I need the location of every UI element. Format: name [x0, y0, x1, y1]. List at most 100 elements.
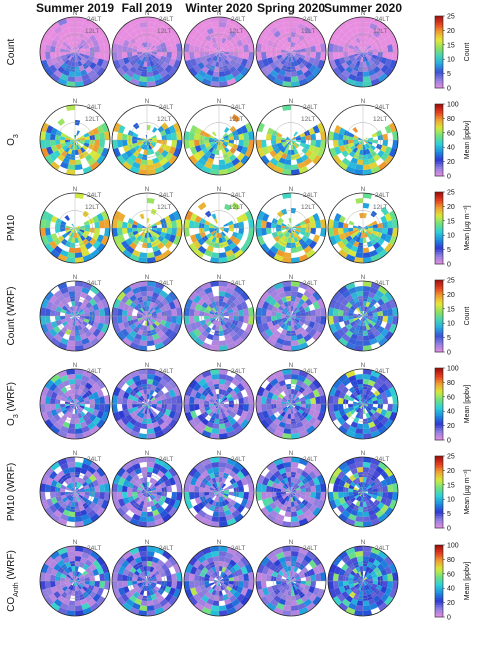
bin — [185, 386, 194, 397]
bin — [276, 337, 285, 345]
bin — [308, 57, 316, 65]
bin — [319, 140, 326, 150]
bin — [367, 47, 373, 51]
bin — [282, 494, 288, 500]
bin — [67, 374, 75, 380]
bin — [337, 294, 346, 304]
bin — [221, 301, 227, 308]
row: PM10 (WRF)N24LTN24LTN24LTN24LTN24LT05101… — [6, 450, 471, 533]
bin — [276, 136, 282, 140]
bin — [286, 316, 291, 318]
bin — [269, 474, 277, 482]
bin — [219, 501, 223, 508]
bin — [77, 500, 83, 507]
bin — [79, 49, 85, 52]
bin — [159, 157, 169, 166]
bin — [147, 140, 152, 142]
bin — [82, 233, 88, 239]
lt-label: 12LT — [157, 204, 171, 211]
bin — [247, 482, 254, 492]
bin — [70, 232, 74, 238]
bin — [72, 394, 75, 400]
bin — [240, 213, 248, 222]
bin — [371, 406, 378, 412]
bin — [363, 237, 367, 243]
bin — [283, 143, 289, 149]
bin — [147, 71, 154, 77]
bin — [57, 595, 65, 603]
lt-label: 24LT — [159, 192, 173, 199]
bin — [129, 330, 137, 338]
colorbar-step — [435, 173, 443, 177]
bin — [75, 71, 82, 77]
bin — [333, 220, 339, 228]
bin — [333, 396, 339, 404]
bin — [50, 397, 56, 404]
bin — [219, 374, 227, 380]
bin — [89, 150, 97, 158]
bin — [261, 492, 267, 500]
bin — [212, 511, 219, 517]
bin — [96, 27, 106, 37]
colorbar-step — [435, 76, 443, 79]
bin — [53, 245, 63, 254]
bin — [65, 141, 71, 145]
bin — [185, 499, 194, 510]
bin — [348, 249, 357, 257]
north-label: N — [289, 450, 294, 457]
bin — [161, 298, 169, 306]
bin — [286, 225, 291, 228]
bin — [310, 397, 316, 404]
colorbar-step — [435, 106, 443, 110]
bin — [77, 324, 83, 331]
bin — [41, 323, 50, 334]
bin — [365, 143, 371, 149]
bin — [370, 429, 381, 438]
bin — [197, 386, 205, 394]
colorbar-step — [435, 42, 443, 46]
bin — [236, 145, 244, 153]
colorbar-step — [435, 318, 443, 322]
bin — [75, 228, 80, 230]
bin — [75, 578, 80, 581]
bin — [142, 48, 147, 52]
bin — [231, 333, 241, 342]
bin — [247, 130, 254, 140]
colorbar-step — [435, 518, 443, 522]
bin — [147, 516, 155, 522]
bin — [60, 375, 69, 383]
bin — [358, 394, 362, 400]
colorbar-step — [435, 335, 443, 338]
bin — [50, 309, 56, 316]
bin — [137, 344, 147, 351]
bin — [238, 221, 244, 228]
bin — [209, 311, 215, 315]
bin — [256, 404, 263, 414]
bin — [371, 220, 378, 226]
bin — [283, 483, 289, 489]
bin — [201, 330, 209, 338]
bin — [152, 588, 158, 594]
bin — [219, 404, 224, 406]
bin — [100, 563, 109, 574]
bin — [288, 52, 291, 57]
bin — [166, 228, 172, 235]
bin — [96, 498, 104, 507]
bin — [299, 230, 306, 236]
bin — [214, 401, 219, 404]
bin — [371, 54, 378, 60]
bin — [266, 485, 272, 492]
bin — [312, 125, 320, 134]
colorbar-step — [435, 382, 443, 386]
bin — [80, 598, 88, 606]
colorbar-step — [435, 230, 443, 234]
bin — [363, 285, 371, 292]
bin — [46, 498, 54, 507]
bin — [44, 291, 54, 301]
bin — [68, 159, 75, 165]
colorbar-tick-label: 40 — [447, 409, 455, 416]
bin — [118, 234, 126, 243]
bin — [80, 69, 88, 77]
bin — [64, 303, 70, 309]
